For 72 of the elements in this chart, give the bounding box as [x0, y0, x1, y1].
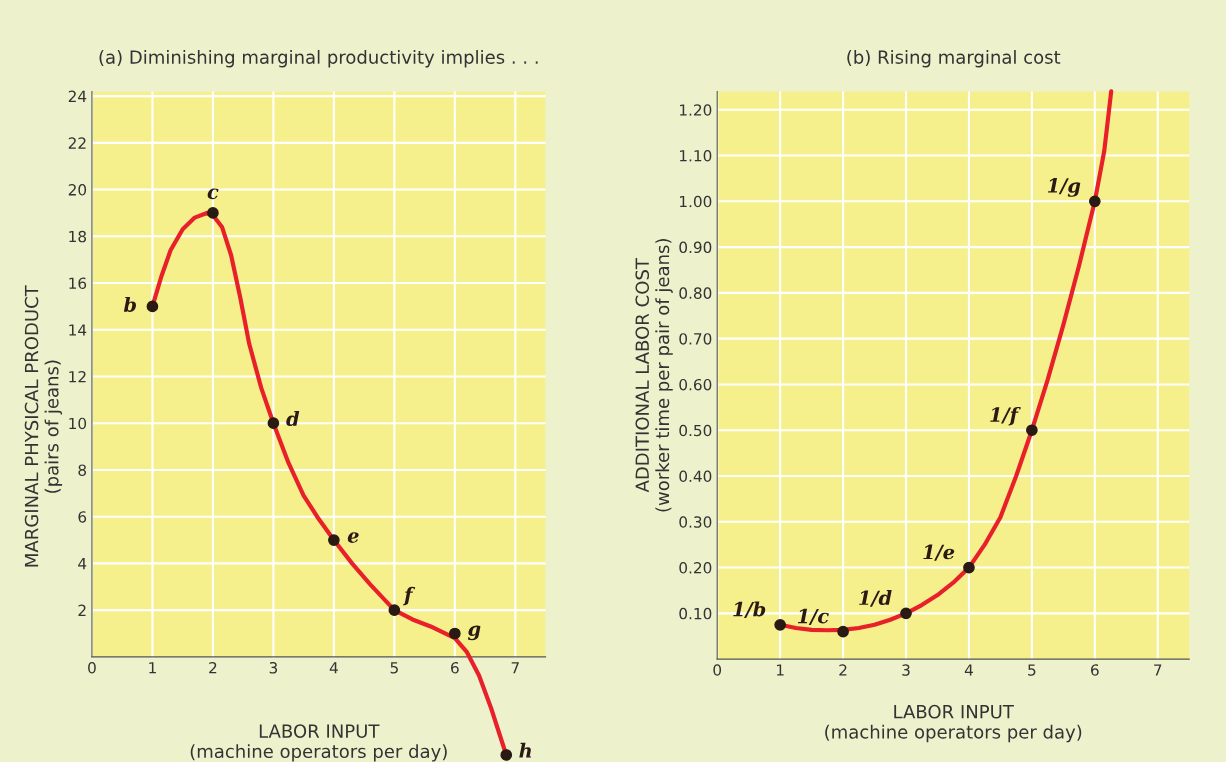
y-tick-label: 0.80	[679, 287, 712, 299]
y-tick-label: 22	[68, 137, 86, 149]
annotation: 1/d	[859, 590, 892, 607]
y-tick-label: 0.50	[679, 424, 712, 437]
point	[267, 417, 280, 430]
point	[388, 604, 401, 616]
annotation: g	[467, 625, 481, 641]
x-tick-label: 4	[964, 664, 973, 676]
y-tick-label: 10	[69, 417, 87, 430]
x-axis-title: LABOR INPUT (machine operators per day)	[190, 724, 447, 762]
point	[1026, 424, 1038, 437]
annotation: 1/e	[923, 544, 955, 561]
annotation: h	[519, 742, 532, 758]
y-tick-label: 2	[78, 604, 86, 616]
point	[963, 561, 975, 574]
point	[774, 618, 786, 631]
x-tick-label: 0	[88, 661, 96, 674]
x-tick-label: 7	[1154, 664, 1162, 676]
point	[837, 625, 849, 638]
x-tick-label: 0	[713, 664, 722, 676]
y-tick-label: 0.10	[679, 607, 712, 620]
y-tick-label: 12	[69, 370, 86, 383]
x-tick-label: 7	[511, 662, 519, 674]
y-tick-label: 24	[68, 90, 87, 102]
point	[146, 300, 159, 313]
y-tick-label: 0.70	[679, 333, 712, 345]
annotation: c	[207, 188, 219, 200]
chart-title: (b) Rising marginal cost	[847, 49, 1061, 68]
point	[900, 607, 912, 620]
point	[1088, 195, 1101, 208]
y-tick-label: 0.40	[679, 470, 712, 483]
annotation: 1/g	[1047, 178, 1081, 197]
x-tick-label: 3	[269, 661, 278, 674]
x-tick-label: 6	[1091, 664, 1099, 676]
y-tick-label: 8	[78, 464, 87, 476]
y-tick-label: 20	[68, 184, 87, 196]
x-tick-label: 2	[209, 661, 217, 674]
y-tick-label: 1.20	[680, 104, 712, 116]
point	[328, 534, 340, 546]
y-axis-title: MARGINAL PHYSICAL PRODUCT (pairs of jeans)	[24, 285, 63, 567]
y-tick-label: 0.60	[679, 378, 712, 391]
y-tick-label: 0.20	[679, 562, 712, 574]
x-tick-label: 5	[390, 662, 398, 674]
x-tick-label: 1	[776, 664, 784, 676]
y-tick-label: 0.30	[679, 516, 712, 528]
annotation: 1/f	[990, 406, 1021, 426]
y-tick-label: 0.90	[679, 241, 712, 254]
x-tick-label: 1	[149, 662, 156, 674]
y-tick-label: 18	[69, 230, 87, 243]
point	[449, 627, 461, 640]
x-tick-label: 3	[902, 664, 910, 676]
chart-title: (a) Diminishing marginal productivity implies . . .	[99, 49, 538, 68]
annotation: 1/b	[733, 601, 766, 619]
y-tick-label: 1.10	[680, 150, 712, 162]
y-tick-label: 16	[69, 277, 87, 290]
annotation: e	[347, 532, 359, 543]
x-tick-label: 6	[451, 661, 459, 674]
y-axis-title: ADDITIONAL LABOR COST (worker time per pair of jeans)	[635, 239, 673, 512]
annotation: 1/c	[797, 608, 829, 625]
annotation: b	[123, 296, 136, 313]
x-axis-title: LABOR INPUT (machine operators per day)	[825, 704, 1082, 743]
y-tick-label: 14	[69, 324, 87, 336]
x-tick-label: 2	[839, 664, 847, 676]
point	[500, 749, 513, 761]
point	[207, 207, 219, 219]
annotation: d	[286, 411, 300, 427]
y-tick-label: 1.00	[680, 195, 712, 208]
x-tick-label: 4	[329, 662, 338, 674]
y-tick-label: 6	[78, 511, 87, 523]
annotation: f	[402, 586, 416, 606]
y-tick-label: 4	[78, 558, 87, 570]
x-tick-label: 5	[1028, 664, 1036, 676]
